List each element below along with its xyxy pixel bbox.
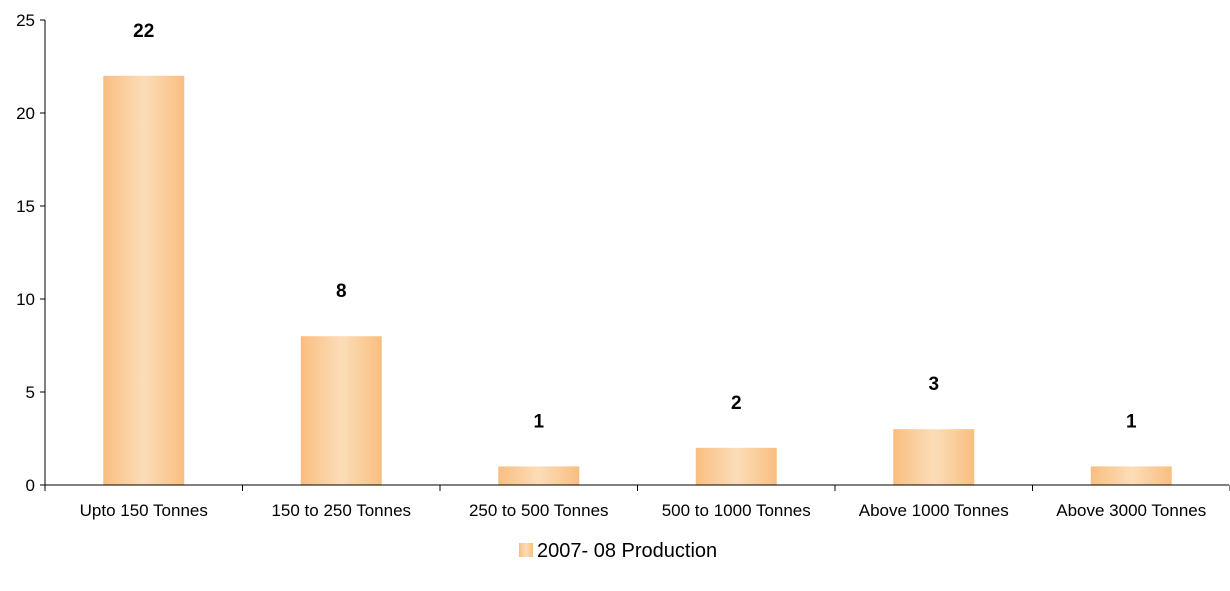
legend-swatch [519, 543, 533, 557]
x-category-label: 150 to 250 Tonnes [271, 501, 411, 520]
y-tick-label: 25 [16, 11, 35, 30]
x-category-label: 500 to 1000 Tonnes [662, 501, 811, 520]
category-labels: Upto 150 Tonnes 150 to 250 Tonnes 250 to 5… [80, 501, 1207, 520]
x-category-label: Above 1000 Tonnes [859, 501, 1009, 520]
x-category-label: Above 3000 Tonnes [1056, 501, 1206, 520]
y-tick-label: 5 [26, 383, 35, 402]
y-tick-label: 15 [16, 197, 35, 216]
x-category-label: 250 to 500 Tonnes [469, 501, 609, 520]
y-tick-label: 10 [16, 290, 35, 309]
bars [103, 75, 1172, 486]
y-tick-label: 0 [26, 476, 35, 495]
data-label: 1 [533, 411, 544, 432]
data-label: 1 [1126, 411, 1137, 432]
bar [893, 429, 975, 485]
bar [103, 75, 185, 486]
legend-label: 2007- 08 Production [537, 540, 717, 562]
data-label: 8 [336, 281, 347, 302]
data-label: 22 [133, 21, 154, 42]
bar [695, 447, 777, 485]
bar [1090, 466, 1172, 485]
bar [300, 336, 382, 485]
bar [498, 466, 580, 485]
legend: 2007- 08 Production [519, 540, 717, 562]
data-labels: 22 8 1 2 3 1 [133, 21, 1137, 433]
y-tick-label: 20 [16, 104, 35, 123]
axes [44, 20, 1230, 491]
data-label: 3 [928, 374, 939, 395]
data-label: 2 [731, 393, 742, 414]
y-axis-ticks: 0 5 10 15 20 25 [16, 11, 45, 495]
x-category-label: Upto 150 Tonnes [80, 501, 208, 520]
